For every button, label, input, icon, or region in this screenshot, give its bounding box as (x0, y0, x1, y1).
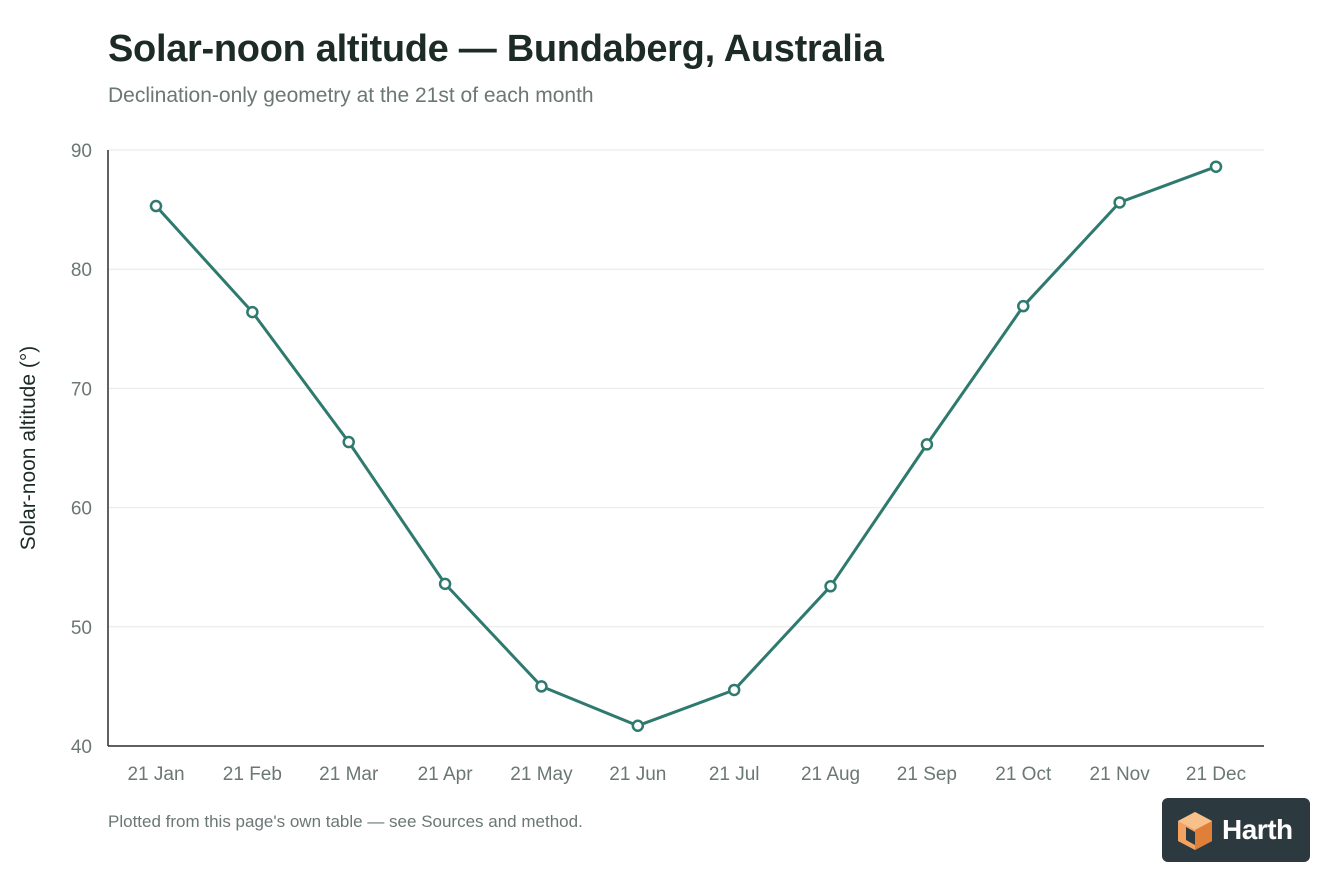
data-point-21-jan[interactable] (149, 199, 163, 213)
data-point-21-nov[interactable] (1113, 196, 1126, 209)
chart-subtitle: Declination-only geometry at the 21st of… (108, 84, 594, 107)
series-line (154, 165, 1218, 728)
data-point-21-mar[interactable] (342, 435, 355, 449)
chart-title: Solar-noon altitude — Bundaberg, Austral… (108, 28, 884, 70)
gridlines (108, 149, 1264, 628)
footnote: Plotted from this page's own table — see… (108, 812, 583, 831)
data-point-21-may[interactable] (535, 680, 548, 693)
x-tick-label: 21 Jun (609, 764, 666, 785)
x-tick-label: 21 Apr (418, 764, 474, 785)
y-tick-label: 80 (71, 260, 92, 281)
x-tick-label: 21 Nov (1090, 764, 1151, 785)
y-tick-label: 40 (71, 737, 92, 758)
y-tick-label: 50 (71, 618, 92, 639)
x-tick-label: 21 Sep (897, 764, 957, 785)
x-tick-label: 21 Aug (801, 764, 860, 785)
series-points (149, 160, 1223, 732)
data-point-21-apr[interactable] (438, 577, 452, 591)
x-tick-label: 21 Oct (995, 764, 1052, 785)
data-point-21-oct[interactable] (1017, 299, 1030, 313)
x-tick-label: 21 Feb (223, 764, 282, 785)
y-tick-label: 70 (71, 379, 92, 400)
y-axis-title: Solar-noon altitude (°) (17, 346, 40, 551)
series-line-path (154, 165, 1218, 728)
data-point-21-aug[interactable] (824, 580, 837, 593)
x-tick-label: 21 Mar (319, 764, 379, 785)
data-point-21-jun[interactable] (631, 719, 645, 732)
y-tick-label: 60 (71, 499, 92, 520)
logo-wordmark: Harth (1222, 814, 1293, 845)
x-tick-label: 21 Jul (709, 764, 760, 785)
axes (107, 150, 1264, 747)
data-point-21-feb[interactable] (246, 305, 259, 319)
y-tick-labels: 40 50 60 70 80 90 (71, 141, 92, 758)
cube-logo-icon (1178, 812, 1212, 850)
x-tick-label: 21 Jan (127, 764, 184, 785)
x-tick-labels: 21 Jan 21 Feb 21 Mar 21 Apr 21 May 21 Jun 21 J… (127, 764, 1246, 785)
data-point-21-jul[interactable] (727, 683, 741, 697)
y-tick-label: 90 (71, 141, 92, 162)
harth-logo[interactable]: Harth (1162, 798, 1310, 862)
x-tick-label: 21 May (510, 764, 573, 785)
data-point-21-sep[interactable] (920, 438, 934, 451)
data-point-21-dec[interactable] (1209, 160, 1223, 173)
x-tick-label: 21 Dec (1186, 764, 1246, 785)
